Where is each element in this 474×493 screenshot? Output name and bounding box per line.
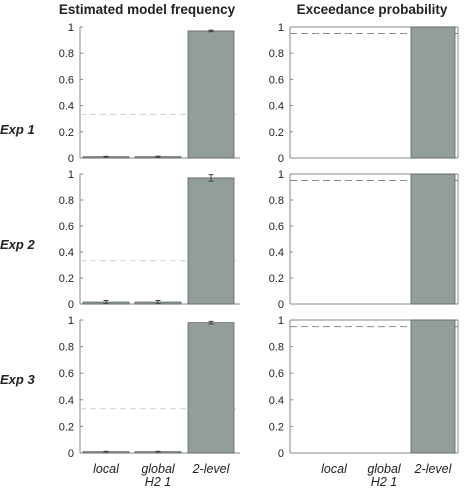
panel-2-bar-3	[410, 26, 456, 159]
panel-3-y-tick-label-3: 0.6	[59, 221, 74, 233]
panel-2-y-tick-label-1: 0.2	[269, 127, 284, 139]
panel-5-y-tick-label-3: 0.6	[59, 368, 74, 380]
panel-3-y-tick-label-1: 0.2	[59, 273, 74, 285]
panel-4-y-tick-label-5: 1	[278, 169, 284, 181]
panel-3-y-tick-label-5: 1	[68, 169, 74, 181]
panel-6-y-tick-label-4: 0.8	[269, 342, 284, 354]
x-axis-labels-left: local global H2 1 2-level	[93, 462, 230, 489]
panel-5-bar-3	[187, 322, 235, 454]
panel-5-y-tick-label-1: 0.2	[59, 421, 74, 433]
panel-3-y-tick-label-2: 0.4	[59, 247, 74, 259]
panel-3-y-tick-label-0: 0	[68, 299, 74, 311]
panel-3-bar-3	[187, 177, 235, 305]
panel-6-y-tick-label-1: 0.2	[269, 421, 284, 433]
panel-2-y-tick-label-2: 0.4	[269, 101, 284, 113]
panel-2-y-tick-label-5: 1	[278, 22, 284, 34]
category-label-global-right: global H2 1	[367, 462, 402, 489]
row-label-exp1: Exp 1	[0, 122, 35, 137]
panel-1-y-tick-label-0: 0	[68, 153, 74, 165]
panel-1-bar-3	[187, 30, 235, 159]
category-label-local-right: local	[321, 462, 348, 476]
x-axis-labels-right: local global H2 1 2-level	[321, 462, 452, 489]
panel-5-y-tick-label-5: 1	[68, 315, 74, 327]
panel-1-y-tick-label-3: 0.6	[59, 74, 74, 86]
category-label-2level-left: 2-level	[192, 462, 231, 476]
panel-6-y-tick-label-0: 0	[278, 448, 284, 460]
panel-1-y-tick-label-1: 0.2	[59, 127, 74, 139]
panel-6-bar-3	[410, 319, 456, 454]
panel-5-y-tick-label-4: 0.8	[59, 342, 74, 354]
panel-5-y-tick-label-2: 0.4	[59, 395, 74, 407]
right-column-title: Exceedance probability	[297, 2, 448, 17]
category-label-2level-right: 2-level	[414, 462, 453, 476]
panel-4-y-tick-label-3: 0.6	[269, 221, 284, 233]
row-label-exp2: Exp 2	[0, 237, 35, 252]
panel-4-y-tick-label-0: 0	[278, 299, 284, 311]
panel-4-y-tick-label-4: 0.8	[269, 195, 284, 207]
panel-6-y-tick-label-5: 1	[278, 315, 284, 327]
category-label-local-left: local	[93, 462, 120, 476]
panel-5-y-tick-label-0: 0	[68, 448, 74, 460]
left-column-title: Estimated model frequency	[59, 2, 236, 17]
row-label-exp3: Exp 3	[0, 372, 35, 387]
panel-4-y-tick-label-2: 0.4	[269, 247, 284, 259]
panel-4-bar-3	[410, 173, 456, 305]
panel-1-y-tick-label-5: 1	[68, 22, 74, 34]
panel-1-y-tick-label-2: 0.4	[59, 101, 74, 113]
panel-6-y-tick-label-2: 0.4	[269, 395, 284, 407]
panel-2-y-tick-label-4: 0.8	[269, 48, 284, 60]
panels: 0 0.2 0.4 0.6 0.8 1 0 0.2 0.4 0.6 0.8 1 0 0.2 0.4 0.6 0.…	[59, 22, 459, 460]
panel-2-y-tick-label-3: 0.6	[269, 74, 284, 86]
panel-1-y-tick-label-4: 0.8	[59, 48, 74, 60]
panel-2-y-tick-label-0: 0	[278, 153, 284, 165]
category-label-global-left: global H2 1	[141, 462, 176, 489]
panel-6-y-tick-label-3: 0.6	[269, 368, 284, 380]
panel-4-y-tick-label-1: 0.2	[269, 273, 284, 285]
panel-3-y-tick-label-4: 0.8	[59, 195, 74, 207]
